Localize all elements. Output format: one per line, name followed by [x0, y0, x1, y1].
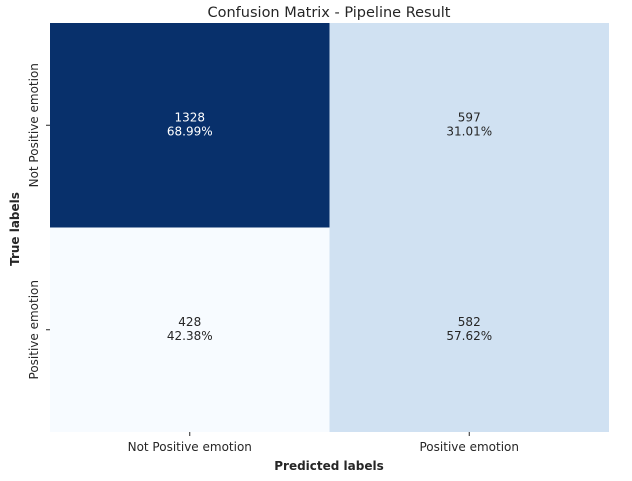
- heatmap-cell: [329, 227, 609, 432]
- chart-title: Confusion Matrix - Pipeline Result: [208, 5, 451, 21]
- heatmap-axes: Not Positive emotion Positive emotion Not …: [27, 63, 519, 454]
- cell-percent-label: 68.99%: [167, 124, 213, 138]
- cell-count-label: 582: [458, 315, 481, 329]
- y-tick-label: Not Positive emotion: [27, 63, 41, 187]
- cell-count-label: 597: [458, 110, 481, 124]
- x-tick-label: Positive emotion: [420, 440, 519, 454]
- x-tick-label: Not Positive emotion: [128, 440, 252, 454]
- y-axis-label: True labels: [8, 192, 22, 266]
- heatmap-cell: [329, 23, 609, 228]
- cell-percent-label: 57.62%: [446, 329, 492, 343]
- cell-percent-label: 42.38%: [167, 329, 213, 343]
- heatmap-cells: [50, 23, 609, 432]
- heatmap-cell: [50, 23, 330, 228]
- heatmap-cell: [50, 227, 330, 432]
- x-axis-label: Predicted labels: [274, 459, 384, 473]
- cell-count-label: 1328: [174, 110, 205, 124]
- cell-percent-label: 31.01%: [446, 124, 492, 138]
- y-tick-label: Positive emotion: [27, 280, 41, 379]
- cell-count-label: 428: [178, 315, 201, 329]
